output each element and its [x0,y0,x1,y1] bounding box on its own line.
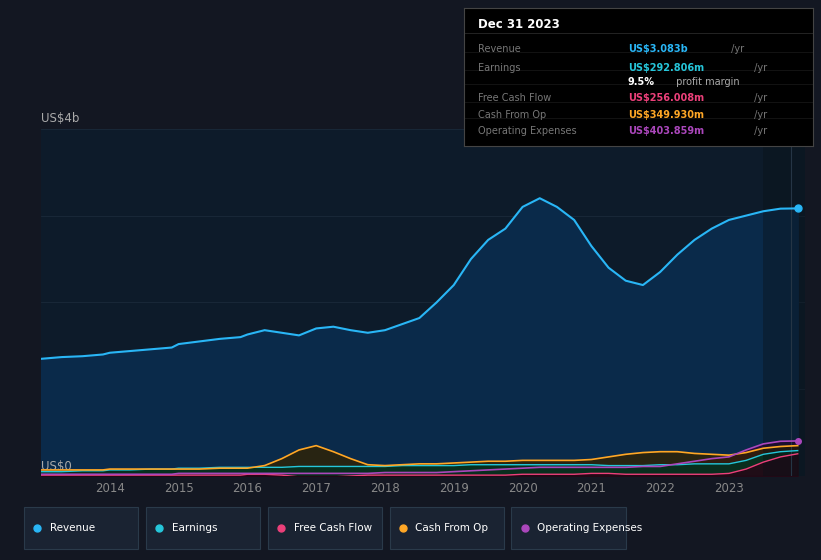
Text: US$3.083b: US$3.083b [628,44,688,54]
Text: Cash From Op: Cash From Op [478,110,546,120]
Text: Free Cash Flow: Free Cash Flow [478,94,551,104]
FancyBboxPatch shape [511,507,626,549]
Text: US$349.930m: US$349.930m [628,110,704,120]
Text: 9.5%: 9.5% [628,77,655,87]
Text: /yr: /yr [728,44,745,54]
Text: profit margin: profit margin [672,77,739,87]
Text: US$0: US$0 [41,460,71,473]
Text: Revenue: Revenue [50,523,94,533]
Text: /yr: /yr [750,110,767,120]
Text: Operating Expenses: Operating Expenses [478,127,576,137]
Text: Earnings: Earnings [172,523,217,533]
Text: /yr: /yr [750,127,767,137]
Text: Cash From Op: Cash From Op [415,523,488,533]
Text: US$403.859m: US$403.859m [628,127,704,137]
Text: Earnings: Earnings [478,63,521,73]
Bar [764,129,805,476]
Text: Operating Expenses: Operating Expenses [538,523,643,533]
FancyBboxPatch shape [24,507,139,549]
Text: Dec 31 2023: Dec 31 2023 [478,18,560,31]
Text: US$292.806m: US$292.806m [628,63,704,73]
FancyBboxPatch shape [268,507,383,549]
Text: Revenue: Revenue [478,44,521,54]
FancyBboxPatch shape [390,507,504,549]
Text: /yr: /yr [750,63,767,73]
Text: US$256.008m: US$256.008m [628,94,704,104]
Text: Free Cash Flow: Free Cash Flow [294,523,372,533]
Text: US$4b: US$4b [41,113,80,125]
FancyBboxPatch shape [146,507,260,549]
Text: /yr: /yr [750,94,767,104]
